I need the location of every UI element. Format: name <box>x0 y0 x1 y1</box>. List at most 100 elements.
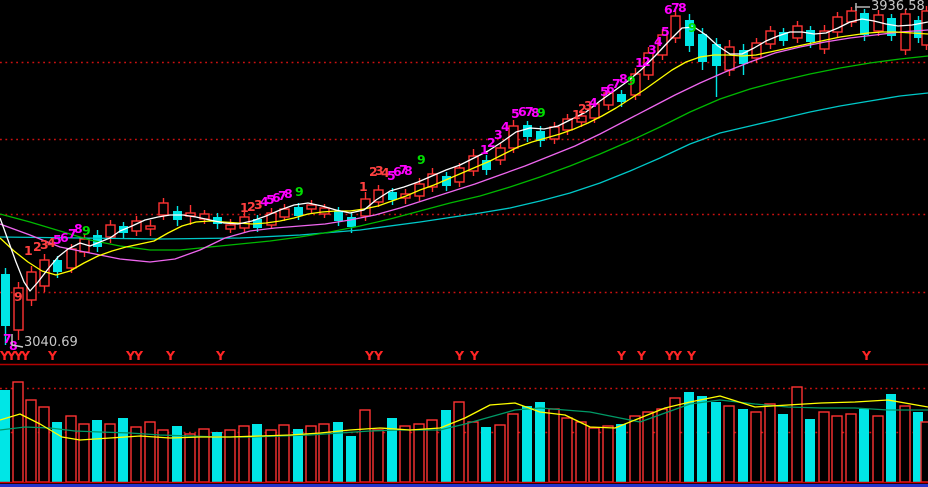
y-axis-marker: Y <box>636 348 647 363</box>
volume-bar-down <box>252 424 262 482</box>
volume-bar-down <box>697 396 707 482</box>
count-digit: 5 <box>387 168 396 183</box>
candle-body-up <box>13 287 24 331</box>
volume-bar-up <box>38 406 50 483</box>
volume-bar-up <box>588 427 600 483</box>
count-digit: 6 <box>606 81 615 96</box>
count-digit: 1 <box>480 142 489 157</box>
count-digit: 4 <box>654 34 663 49</box>
volume-bar-down <box>212 432 222 482</box>
volume-bar-up <box>818 411 830 483</box>
volume-bar-down <box>616 424 626 482</box>
count-digit: 9 <box>537 105 546 120</box>
candle-body-up <box>508 125 519 149</box>
y-axis-marker: Y <box>672 348 683 363</box>
low-price-label: 3040.69 <box>24 335 78 350</box>
volume-bar-up <box>629 415 641 483</box>
volume-bar-up <box>278 424 290 483</box>
count-digit: 2 <box>369 164 378 179</box>
volume-bar-down <box>92 420 102 482</box>
candle-body-up <box>751 42 762 59</box>
count-digit: 9 <box>688 20 697 35</box>
y-axis-marker: Y <box>20 348 31 363</box>
candle-body-down <box>914 20 923 38</box>
count-digit: 2 <box>247 199 256 214</box>
volume-bar-up <box>872 415 884 483</box>
count-digit: 8 <box>531 105 540 120</box>
candle-body-up <box>657 34 668 56</box>
candle-body-up <box>145 225 156 230</box>
volume-bar-up <box>224 429 236 483</box>
candle-body-up <box>427 173 438 188</box>
candle-body-up <box>603 92 614 106</box>
count-digit: 7 <box>525 104 534 119</box>
count-digit: 9 <box>82 223 91 238</box>
candle-body-down <box>685 20 694 46</box>
count-digit: 6 <box>393 164 402 179</box>
volume-bar-up <box>12 381 24 483</box>
y-axis-marker: Y <box>0 348 10 363</box>
volume-bar-up <box>723 405 735 483</box>
count-digit: 3 <box>40 237 49 252</box>
ma-magenta <box>0 29 928 263</box>
volume-bar-down <box>0 390 10 482</box>
volume-bar-up <box>65 415 77 483</box>
volume-bar-down <box>172 426 182 482</box>
count-digit: 6 <box>518 104 527 119</box>
candle-body-up <box>562 118 573 131</box>
count-digit: 8 <box>619 71 628 86</box>
count-digit: 3 <box>254 197 263 212</box>
candle-body-up <box>66 248 77 269</box>
candle-body-down <box>739 50 748 64</box>
count-digit: 4 <box>47 235 56 250</box>
volume-bar-down <box>859 409 869 482</box>
y-axis-marker: Y <box>373 348 384 363</box>
volume-bar-up <box>238 425 250 483</box>
low-marker <box>11 334 24 348</box>
bottom-strip <box>0 484 928 487</box>
candle-body-down <box>482 160 491 170</box>
count-digit: 4 <box>501 119 510 134</box>
count-digit: 9 <box>627 73 636 88</box>
volume-bar-up <box>467 421 479 483</box>
y-axis-marker: Y <box>454 348 465 363</box>
y-axis-marker: Y <box>125 348 136 363</box>
count-digit: 1 <box>24 243 33 258</box>
candle-body-down <box>347 217 356 227</box>
count-digit: 7 <box>3 331 12 346</box>
volume-bar-up <box>507 413 519 483</box>
y-axis-marker: Y <box>664 348 675 363</box>
volume-bar-down <box>346 436 356 482</box>
count-digit: 2 <box>33 239 42 254</box>
count-digit: 3 <box>494 127 503 142</box>
volume-bar-up <box>899 405 911 483</box>
count-digit: 7 <box>671 0 680 15</box>
volume-bar-up <box>130 426 142 483</box>
y-axis-marker: Y <box>13 348 24 363</box>
volume-bar-up <box>575 421 587 483</box>
count-digit: 5 <box>53 232 62 247</box>
volume-bar-up <box>642 411 654 483</box>
count-digit: 4 <box>260 194 269 209</box>
volume-bar-up <box>845 413 857 483</box>
volume-bar-down <box>738 409 748 482</box>
count-digit: 1 <box>240 200 249 215</box>
count-digit: 7 <box>399 162 408 177</box>
y-axis-marker: Y <box>6 348 17 363</box>
volume-bar-down <box>711 402 721 482</box>
candle-body-up <box>643 52 654 76</box>
volume-bar-down <box>778 414 788 482</box>
candle-body-up <box>589 103 600 119</box>
candle-body-down <box>53 260 62 272</box>
volume-bar-up <box>399 425 411 483</box>
volume-bar-down <box>293 429 303 482</box>
candle-body-down <box>806 30 815 42</box>
count-digit: 2 <box>578 101 587 116</box>
ma-cyan <box>0 92 928 240</box>
count-digit: 2 <box>487 135 496 150</box>
count-digit: 7 <box>612 76 621 91</box>
count-digit: 3 <box>648 42 657 57</box>
volume-bar-up <box>494 424 506 483</box>
candle-body-up <box>549 126 560 140</box>
